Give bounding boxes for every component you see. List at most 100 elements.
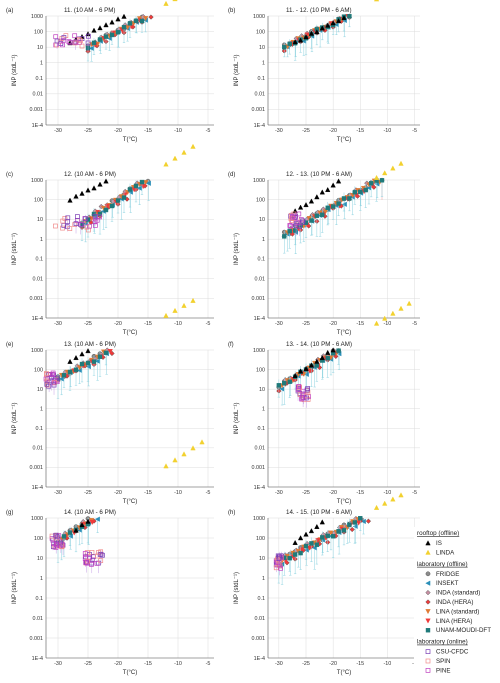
y-tick-label: 1E-4: [32, 123, 43, 129]
data-point-unam: [292, 228, 298, 233]
data-point-spin: [60, 218, 66, 224]
data-point-unam: [336, 201, 341, 206]
x-tick-label: -15: [144, 128, 152, 134]
y-axis-label: INP (stdL⁻¹): [234, 402, 240, 434]
data-point-is: [67, 197, 73, 203]
data-point-spin: [44, 371, 49, 376]
y-axis-label: INP (stdL⁻¹): [12, 233, 18, 265]
data-point-is: [85, 31, 91, 37]
x-tick-label: -10: [384, 321, 392, 327]
data-point-is: [325, 22, 331, 28]
data-point-pine: [72, 33, 78, 39]
data-point-is: [91, 185, 97, 191]
y-tick-label: 0.01: [33, 446, 44, 452]
y-tick-label: 1000: [253, 178, 265, 184]
data-point-unam: [85, 217, 91, 222]
data-point-csu-cfdc: [276, 556, 282, 562]
x-axis-label: T(°C): [123, 670, 137, 676]
data-point-unam: [309, 218, 314, 223]
data-point-insekt: [352, 523, 358, 530]
data-point-csu-cfdc: [304, 387, 310, 393]
legend-entry-label: INSEKT: [436, 580, 459, 587]
x-tick-label: -30: [54, 128, 62, 134]
data-point-unam: [282, 381, 287, 386]
data-point-unam: [127, 21, 133, 26]
data-point-pine: [60, 42, 65, 48]
x-tick-label: -25: [84, 321, 92, 327]
data-point-linda: [172, 155, 178, 161]
x-tick-label: -5: [412, 128, 417, 134]
legend-marker: [425, 599, 431, 605]
data-point-unam: [139, 18, 145, 24]
x-tick-label: -5: [206, 128, 211, 134]
legend-group-title: laboratory (offline): [417, 561, 468, 568]
data-point-csu-cfdc: [51, 382, 57, 388]
legend-entry-label: LINA (standard): [436, 608, 479, 615]
data-point-is: [335, 178, 342, 184]
data-point-is: [319, 189, 325, 195]
y-tick-label: 1000: [253, 14, 265, 20]
data-point-inda-hera: [148, 14, 154, 20]
x-axis-label: T(°C): [123, 330, 137, 336]
data-point-csu-cfdc: [100, 552, 105, 558]
data-point-pine: [290, 214, 295, 220]
data-point-unam: [336, 348, 341, 353]
data-point-unam: [67, 369, 73, 375]
data-point-unam: [97, 211, 103, 217]
panel-e: 1000 100 10 1 0.1 0.01 0.001 1E-4 -30 -25 -20 -15 -1…: [6, 297, 214, 505]
data-point-spin: [89, 550, 95, 555]
y-tick-label: 1000: [31, 348, 43, 354]
x-tick-label: -30: [54, 321, 62, 327]
data-point-unam: [115, 198, 121, 203]
data-point-pine: [50, 372, 55, 377]
data-point-is: [292, 39, 298, 45]
y-tick-label: 1: [40, 237, 43, 243]
x-tick-label: -5: [206, 490, 211, 496]
y-tick-label: 0.01: [33, 92, 44, 98]
data-point-unam: [314, 363, 320, 368]
panel-title: 11. - 12. (10 PM - 6 AM): [286, 7, 352, 14]
y-tick-label: 0.01: [255, 616, 266, 622]
data-point-unam: [282, 234, 287, 239]
data-point-is: [303, 202, 309, 208]
panel-label: (e): [6, 342, 13, 348]
y-tick-label: 1: [262, 61, 265, 67]
data-point-is: [109, 19, 115, 25]
data-point-pine: [294, 220, 300, 225]
y-tick-label: 1E-4: [32, 316, 43, 322]
data-point-insekt: [94, 516, 100, 522]
data-point-unam: [109, 32, 115, 38]
data-point-linda: [390, 165, 396, 171]
y-axis-label: INP (stdL⁻¹): [12, 572, 18, 604]
data-point-unam: [103, 207, 109, 213]
data-point-pine: [299, 395, 305, 401]
data-point-insekt: [136, 185, 142, 191]
data-point-csu-cfdc: [83, 216, 88, 222]
data-point-linda: [406, 300, 412, 306]
x-tick-label: -10: [384, 128, 392, 134]
plot-area: [46, 518, 214, 658]
data-point-pine: [79, 222, 85, 227]
data-point-is: [297, 204, 304, 210]
x-tick-label: -5: [206, 661, 211, 667]
legend-marker: [425, 549, 431, 555]
x-axis-label: T(°C): [123, 137, 137, 143]
data-point-pine: [87, 223, 92, 229]
data-point-insekt: [94, 358, 100, 364]
panel-d: 1000 100 10 1 0.1 0.01 0.001 1E-4 -30 -25 -20 -15 -1…: [228, 160, 420, 336]
data-point-is: [91, 27, 97, 33]
y-tick-label: 0.1: [36, 257, 44, 263]
data-point-is: [103, 178, 109, 184]
data-point-inda-hera: [349, 526, 355, 533]
y-tick-label: 0.01: [255, 276, 266, 282]
data-point-linda: [382, 170, 388, 176]
data-point-csu-cfdc: [61, 223, 67, 228]
data-point-unam: [320, 212, 325, 217]
x-tick-label: -5: [412, 321, 417, 327]
data-point-linda: [181, 451, 187, 457]
y-tick-label: 0.1: [36, 596, 44, 602]
y-tick-label: 1E-4: [254, 485, 265, 491]
data-point-is: [73, 193, 79, 199]
legend-marker: [425, 668, 431, 673]
